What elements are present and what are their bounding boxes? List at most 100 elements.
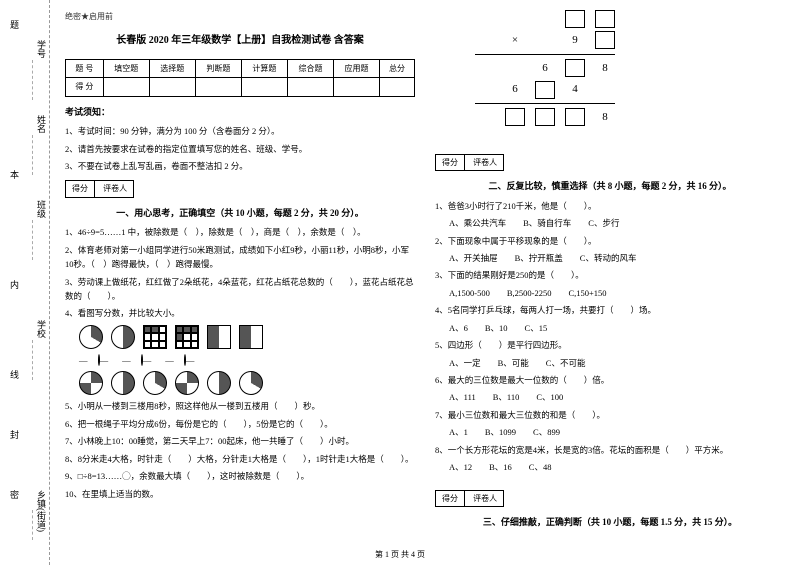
q2-8-opts: A、12 B、16 C、48 <box>435 460 785 474</box>
mult-sign: × <box>505 31 525 50</box>
fraction-compare-row: — — — — — — <box>79 353 415 367</box>
q2-7: 7、最小三位数和最大三位数的和是（ ）。 <box>435 408 785 422</box>
margin-label: 本 <box>8 170 21 179</box>
q2-1-opts: A、乘公共汽车 B、骑自行车 C、步行 <box>435 216 785 230</box>
circle-fraction-icon <box>143 371 167 395</box>
q2-3: 3、下面的结果刚好是250的是（ ）。 <box>435 268 785 282</box>
blank-box <box>595 31 615 49</box>
circle-fraction-icon <box>111 371 135 395</box>
right-column: ×9 68 64 8 得分 评卷人 二、反复比较，慎重选择（共 8 小题，每题 … <box>435 10 785 535</box>
section3-title: 三、仔细推敲，正确判断（共 10 小题，每题 1.5 分，共 15 分）。 <box>435 515 785 530</box>
q9: 9、□÷8=13……◯，余数最大填（ ），这时被除数是（ ）。 <box>65 469 415 483</box>
blank-box <box>595 10 615 28</box>
score-label: 得分 <box>66 181 95 197</box>
td <box>195 78 241 97</box>
multiplication-problem: ×9 68 64 8 <box>475 10 615 127</box>
q7: 7、小林晚上10：00睡觉，第二天早上7：00起床，他一共睡了（ ）小时。 <box>65 434 415 448</box>
margin-label: 线 <box>8 370 21 379</box>
q2-8: 8、一个长方形花坛的宽是4米，长是宽的3倍。花坛的面积是（ ）平方米。 <box>435 443 785 457</box>
td <box>380 78 415 97</box>
q10: 10、在里填上适当的数。 <box>65 487 415 501</box>
margin-label: 题 <box>8 20 21 29</box>
circle-fraction-icon <box>111 325 135 349</box>
q2-7-opts: A、1 B、1099 C、899 <box>435 425 785 439</box>
q2-4-opts: A、6 B、10 C、15 <box>435 321 785 335</box>
margin-label: 班级 <box>35 200 48 218</box>
grader-label: 评卷人 <box>467 491 503 507</box>
q2-1: 1、爸爸3小时行了210千米，他是（ ）。 <box>435 199 785 213</box>
score-table: 题 号 填空题 选择题 判断题 计算题 综合题 应用题 总分 得 分 <box>65 59 415 97</box>
th: 填空题 <box>103 59 149 78</box>
q2-6: 6、最大的三位数是最大一位数的（ ）倍。 <box>435 373 785 387</box>
circle-fraction-icon <box>79 325 103 349</box>
margin-label: 密 <box>8 490 21 499</box>
rule-line <box>475 54 615 55</box>
digit: 6 <box>505 80 525 99</box>
blank-box <box>565 59 585 77</box>
q4: 4、看图写分数，并比较大小。 <box>65 306 415 320</box>
q2-5-opts: A、一定 B、可能 C、不可能 <box>435 356 785 370</box>
grid-fraction-icon <box>175 325 199 349</box>
rule: 1、考试时间：90 分钟，满分为 100 分（含卷面分 2 分）。 <box>65 124 415 138</box>
blank-box <box>535 81 555 99</box>
grader-label: 评卷人 <box>97 181 133 197</box>
th: 选择题 <box>149 59 195 78</box>
margin-label: 学校 <box>35 320 48 338</box>
q2-3-opts: A,1500-500 B,2500-2250 C,150+150 <box>435 286 785 300</box>
q6: 6、把一根绳子平均分成6份，每份是它的（ ），5份是它的（ ）。 <box>65 417 415 431</box>
fraction-shapes-row2 <box>79 371 415 395</box>
th: 总分 <box>380 59 415 78</box>
score-label: 得分 <box>436 491 465 507</box>
q5: 5、小明从一楼到三楼用8秒，照这样他从一楼到五楼用（ ）秒。 <box>65 399 415 413</box>
td: 得 分 <box>66 78 104 97</box>
q2-2-opts: A、开关抽屉 B、拧开瓶盖 C、转动的风车 <box>435 251 785 265</box>
page-footer: 第 1 页 共 4 页 <box>0 549 800 560</box>
th: 判断题 <box>195 59 241 78</box>
digit: 8 <box>595 108 615 127</box>
q3: 3、劳动课上做纸花，红红做了2朵纸花，4朵蓝花，红花占纸花总数的（ ），蓝花占纸… <box>65 275 415 304</box>
blank-box <box>535 108 555 126</box>
q2-6-opts: A、111 B、110 C、100 <box>435 390 785 404</box>
dashed-line <box>32 510 33 540</box>
margin-label: 内 <box>8 280 21 289</box>
th: 题 号 <box>66 59 104 78</box>
q8: 8、8分米走4大格，时针走（ ）大格，分针走1大格是（ ），1时针走1大格是（ … <box>65 452 415 466</box>
th: 综合题 <box>287 59 333 78</box>
td <box>241 78 287 97</box>
digit: 4 <box>565 80 585 99</box>
grader-label: 评卷人 <box>467 155 503 171</box>
digit: 6 <box>535 59 555 78</box>
circle-fraction-icon <box>207 371 231 395</box>
td <box>149 78 195 97</box>
blank-box <box>565 108 585 126</box>
circle-fraction-icon <box>239 371 263 395</box>
fraction-shapes-row1 <box>79 325 415 349</box>
dashed-line <box>32 135 33 175</box>
margin-label: 姓名 <box>35 115 48 133</box>
exam-title: 长春版 2020 年三年级数学【上册】自我检测试卷 含答案 <box>65 32 415 49</box>
square-fraction-icon <box>239 325 263 349</box>
left-column: 绝密★启用前 长春版 2020 年三年级数学【上册】自我检测试卷 含答案 题 号… <box>65 10 415 535</box>
margin-label: 学号 <box>35 40 48 58</box>
q2-4: 4、5名同学打乒乓球，每两人打一场，共要打（ ）场。 <box>435 303 785 317</box>
digit: 8 <box>595 59 615 78</box>
compare-circle-icon <box>141 354 143 366</box>
q2: 2、体育老师对第一小组同学进行50米跑测试，成绩如下小红9秒，小丽11秒，小明8… <box>65 243 415 272</box>
circle-fraction-icon <box>79 371 103 395</box>
section2-title: 二、反复比较，慎重选择（共 8 小题，每题 2 分，共 16 分）。 <box>435 179 785 194</box>
notice-title: 考试须知： <box>65 105 415 120</box>
blank-box <box>505 108 525 126</box>
compare-circle-icon <box>184 354 186 366</box>
q1: 1、46÷9=5……1 中，被除数是（ ），除数是（ ），商是（ ），余数是（ … <box>65 225 415 239</box>
td <box>103 78 149 97</box>
dashed-line <box>32 340 33 380</box>
binding-margin: 题 学号 姓名 本 班级 内 学校 线 封 密 乡镇(街道) <box>0 0 50 565</box>
q2-5: 5、四边形（ ）是平行四边形。 <box>435 338 785 352</box>
section-score-box: 得分 评卷人 <box>435 154 504 172</box>
page-content: 绝密★启用前 长春版 2020 年三年级数学【上册】自我检测试卷 含答案 题 号… <box>60 0 800 545</box>
blank-box <box>565 10 585 28</box>
dashed-line <box>32 220 33 260</box>
compare-circle-icon <box>98 354 100 366</box>
td <box>334 78 380 97</box>
rule-line <box>475 103 615 104</box>
